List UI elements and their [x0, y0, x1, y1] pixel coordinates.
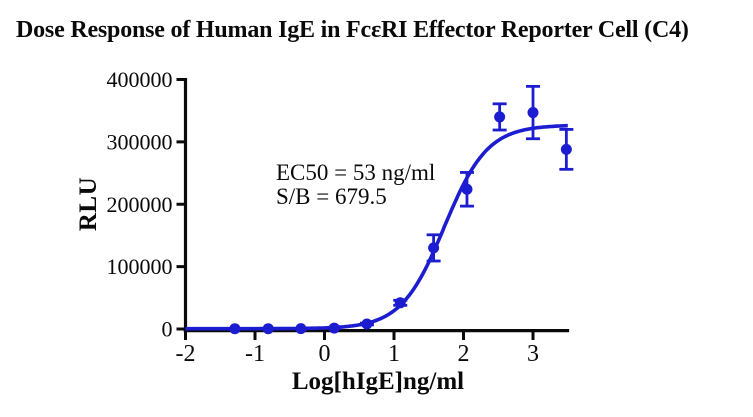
x-tick-label: 2 — [458, 341, 470, 367]
x-tick-label: 0 — [319, 341, 331, 367]
data-point-marker — [394, 297, 406, 309]
data-point-marker — [295, 323, 307, 335]
sb-annotation-line: S/B = 679.5 — [276, 184, 387, 209]
data-point-marker — [361, 318, 373, 330]
data-point-marker — [262, 323, 274, 335]
ec50-annotation-line: EC50 = 53 ng/ml — [276, 160, 436, 185]
x-tick-label: -1 — [245, 341, 265, 367]
data-point-marker — [229, 323, 241, 335]
y-tick-label: 300000 — [107, 129, 173, 154]
x-axis-label: Log[hIgE]ng/ml — [291, 368, 465, 395]
chart-title: Dose Response of Human IgE in FcεRI Effe… — [16, 17, 689, 43]
data-point-marker — [560, 143, 572, 155]
y-tick-label: 200000 — [107, 192, 173, 217]
data-point-marker — [494, 111, 506, 123]
data-point-marker — [527, 107, 539, 119]
fit-curve — [185, 123, 569, 331]
data-point-marker — [461, 183, 473, 195]
y-tick-label: 0 — [162, 317, 173, 342]
y-tick-label: 400000 — [107, 67, 173, 92]
data-point-marker — [428, 242, 440, 254]
y-tick-label: 100000 — [107, 254, 173, 279]
x-tick-label: -2 — [176, 341, 196, 367]
x-tick-label: 3 — [527, 341, 539, 367]
fit-annotation: EC50 = 53 ng/ml S/B = 679.5 — [276, 161, 435, 209]
data-point-marker — [328, 322, 340, 334]
x-tick-label: 1 — [388, 341, 400, 367]
